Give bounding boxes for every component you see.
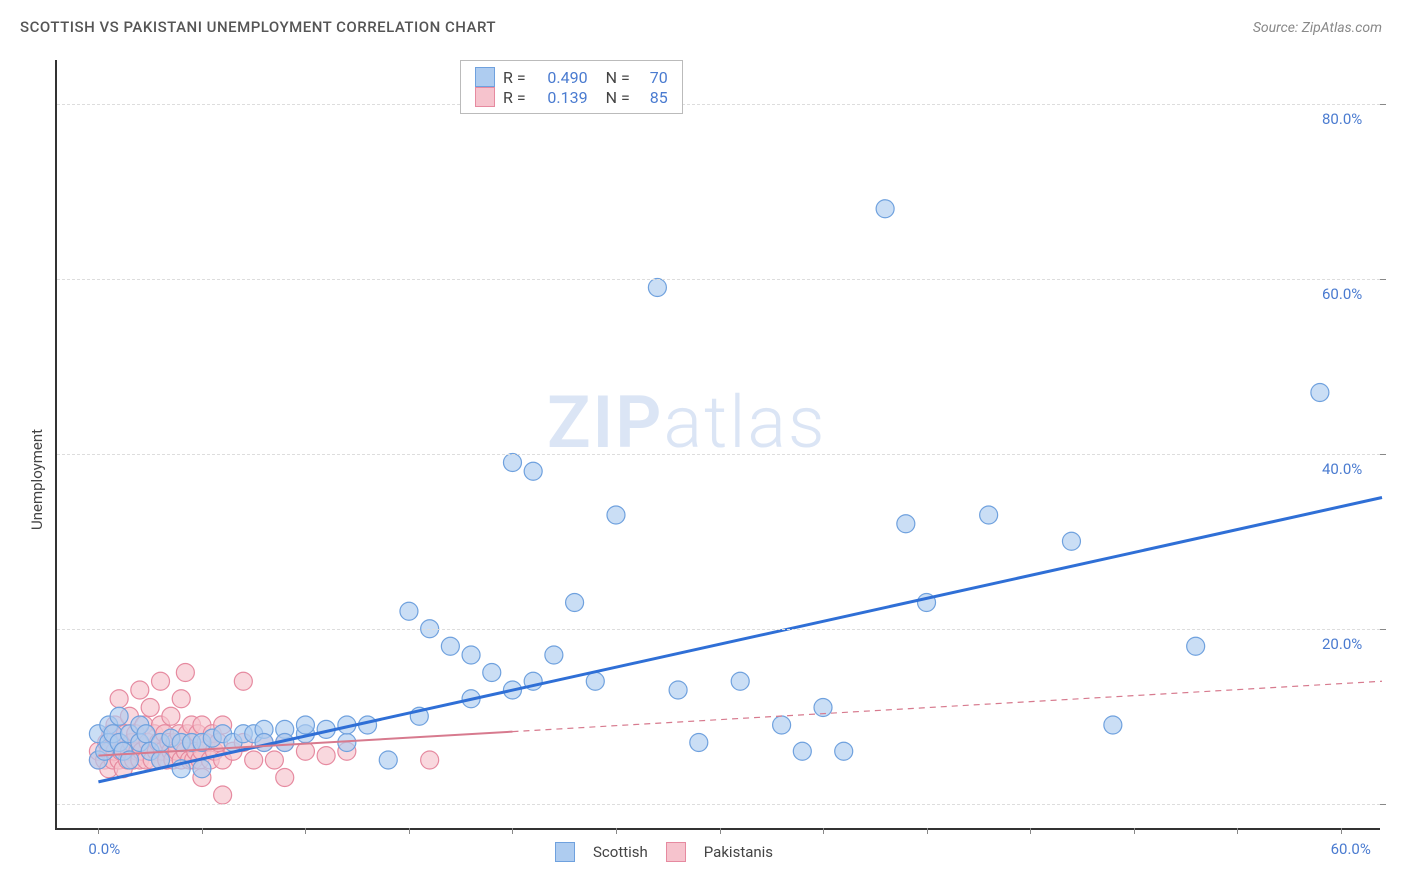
data-point-pakistanis [317, 747, 335, 765]
legend-n-label: N = [606, 88, 630, 107]
data-point-pakistanis [110, 690, 128, 708]
legend-stats-row: R = 0.139 N = 85 [475, 87, 668, 107]
legend-swatch-pakistanis [666, 842, 686, 862]
legend-swatch-pakistanis [475, 87, 495, 107]
legend-stats-row: R = 0.490 N = 70 [475, 67, 668, 87]
x-tick [1030, 828, 1031, 834]
data-point-scottish [669, 681, 687, 699]
chart-container: Unemployment ZIPatlas 20.0%40.0%60.0%80.… [0, 50, 1406, 892]
x-tick [305, 828, 306, 834]
data-point-pakistanis [131, 681, 149, 699]
gridline [57, 279, 1380, 280]
y-tick [1380, 454, 1386, 455]
legend-r-label: R = [503, 68, 526, 87]
x-tick [98, 828, 99, 834]
data-point-scottish [731, 672, 749, 690]
data-point-scottish [1062, 532, 1080, 550]
y-tick-label: 80.0% [1322, 110, 1362, 128]
data-point-pakistanis [214, 786, 232, 804]
data-point-scottish [897, 515, 915, 533]
data-point-scottish [793, 742, 811, 760]
data-point-scottish [110, 707, 128, 725]
legend-n-value: 70 [638, 68, 668, 87]
data-point-scottish [193, 760, 211, 778]
legend-n-label: N = [606, 68, 630, 87]
data-point-pakistanis [176, 664, 194, 682]
data-point-pakistanis [141, 699, 159, 717]
data-point-scottish [400, 602, 418, 620]
x-tick [823, 828, 824, 834]
data-point-scottish [876, 200, 894, 218]
plot-area: ZIPatlas 20.0%40.0%60.0%80.0%0.0%60.0% [55, 60, 1380, 830]
plot-svg [57, 60, 1382, 830]
legend-n-value: 85 [638, 88, 668, 107]
legend-label-pakistanis: Pakistanis [704, 843, 773, 861]
x-tick [927, 828, 928, 834]
data-point-scottish [773, 716, 791, 734]
bottom-legend: Scottish Pakistanis [555, 842, 773, 862]
data-point-scottish [503, 454, 521, 472]
data-point-pakistanis [152, 672, 170, 690]
data-point-scottish [607, 506, 625, 524]
legend-r-value: 0.490 [534, 68, 588, 87]
gridline [57, 629, 1380, 630]
data-point-scottish [1104, 716, 1122, 734]
gridline [57, 804, 1380, 805]
gridline [57, 454, 1380, 455]
y-tick [1380, 279, 1386, 280]
chart-title: SCOTTISH VS PAKISTANI UNEMPLOYMENT CORRE… [20, 18, 496, 36]
legend-r-label: R = [503, 88, 526, 107]
data-point-pakistanis [162, 707, 180, 725]
x-tick-label: 60.0% [1331, 840, 1371, 858]
x-tick [1134, 828, 1135, 834]
legend-swatch-scottish [555, 842, 575, 862]
x-tick-label: 0.0% [88, 840, 120, 858]
data-point-scottish [545, 646, 563, 664]
data-point-pakistanis [172, 690, 190, 708]
data-point-pakistanis [265, 751, 283, 769]
gridline [57, 104, 1380, 105]
legend-stats-box: R = 0.490 N = 70 R = 0.139 N = 85 [460, 60, 683, 114]
legend-r-value: 0.139 [534, 88, 588, 107]
data-point-scottish [524, 462, 542, 480]
data-point-scottish [462, 646, 480, 664]
x-tick [1237, 828, 1238, 834]
data-point-scottish [1311, 384, 1329, 402]
x-tick [512, 828, 513, 834]
data-point-scottish [379, 751, 397, 769]
data-point-pakistanis [421, 751, 439, 769]
y-tick-label: 60.0% [1322, 285, 1362, 303]
y-axis-label: Unemployment [28, 429, 46, 530]
data-point-scottish [296, 716, 314, 734]
source-label: Source: ZipAtlas.com [1253, 20, 1382, 36]
data-point-scottish [690, 734, 708, 752]
data-point-pakistanis [245, 751, 263, 769]
data-point-pakistanis [234, 672, 252, 690]
x-tick [202, 828, 203, 834]
y-tick-label: 20.0% [1322, 635, 1362, 653]
x-tick [616, 828, 617, 834]
x-tick [409, 828, 410, 834]
y-tick [1380, 104, 1386, 105]
data-point-scottish [566, 594, 584, 612]
data-point-scottish [586, 672, 604, 690]
data-point-scottish [483, 664, 501, 682]
x-tick [1341, 828, 1342, 834]
data-point-scottish [835, 742, 853, 760]
data-point-scottish [648, 279, 666, 297]
y-tick-label: 40.0% [1322, 460, 1362, 478]
trend-line-pakistanis-dashed [512, 681, 1382, 731]
legend-swatch-scottish [475, 67, 495, 87]
y-tick [1380, 804, 1386, 805]
data-point-scottish [1187, 637, 1205, 655]
legend-label-scottish: Scottish [593, 843, 648, 861]
data-point-pakistanis [276, 769, 294, 787]
data-point-scottish [441, 637, 459, 655]
x-tick [720, 828, 721, 834]
data-point-scottish [980, 506, 998, 524]
y-tick [1380, 629, 1386, 630]
